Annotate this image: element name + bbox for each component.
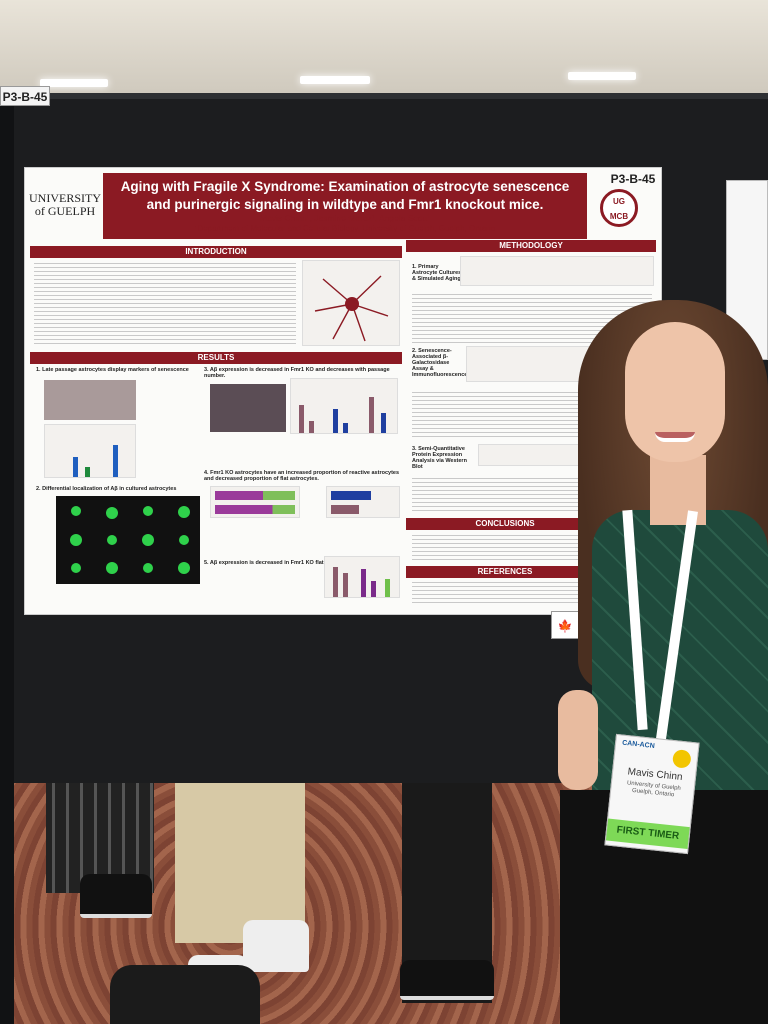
section-results: RESULTS <box>30 352 402 364</box>
results-panel-3-title: 3. Aβ expression is decreased in Fmr1 KO… <box>204 367 390 379</box>
bar-chart-figure <box>44 424 136 478</box>
poster-code: P3-B-45 <box>610 172 656 186</box>
section-references: REFERENCES <box>406 566 604 578</box>
backpack <box>110 965 260 1024</box>
astrocyte-icon <box>314 275 389 342</box>
method-1-diagram <box>460 256 654 286</box>
conclusions-text <box>412 533 602 563</box>
ceiling <box>0 0 768 95</box>
intro-text <box>34 261 296 347</box>
method-step-3: 3. Semi-Quantitative Protein Expression … <box>412 446 467 470</box>
maple-leaf-icon: 🍁 <box>551 611 579 639</box>
section-conclusions: CONCLUSIONS <box>406 518 604 530</box>
section-introduction: INTRODUCTION <box>30 246 402 258</box>
section-methodology: METHODOLOGY <box>406 240 656 252</box>
microscopy-figure <box>44 380 136 420</box>
name-badge: CAN-ACN Mavis Chinn University of Guelph… <box>604 733 700 855</box>
board-number-label: P3-B-45 <box>0 86 50 106</box>
sneaker <box>80 874 152 918</box>
shoe <box>243 920 309 972</box>
fluorescence-grid <box>56 496 200 584</box>
person-legs-khaki <box>175 783 305 943</box>
poster-authors: Mavis Chinn¹, Jasmine Moroz¹, Angela Sco… <box>259 213 431 223</box>
results-panel-5-title: 5. Aβ expression is decreased in Fmr1 KO… <box>204 560 355 566</box>
badge-sticker <box>671 749 692 769</box>
blot-quantification-chart <box>290 378 398 434</box>
badge-institution: University of Guelph Guelph, Ontario <box>626 780 682 799</box>
stacked-bar-chart <box>210 486 300 518</box>
title-band <box>103 173 587 239</box>
badge-org: CAN-ACN <box>621 739 656 750</box>
university-logo: UNIVERSITY of GUELPH <box>29 191 101 218</box>
western-blot-figure <box>210 384 286 432</box>
astrocyte-diagram <box>302 260 400 346</box>
method-step-2: 2. Senescence-Associated β-Galactosidase… <box>412 348 468 378</box>
ceiling-light <box>40 79 108 87</box>
horizontal-bar-chart <box>326 486 400 518</box>
results-panel-1-title: 1. Late passage astrocytes display marke… <box>36 367 189 373</box>
presenter-smile <box>655 432 695 442</box>
references-text <box>412 580 602 606</box>
presenter-arm <box>558 690 598 790</box>
flat-astrocyte-chart <box>324 556 400 598</box>
ceiling-light <box>300 76 370 84</box>
shoe <box>400 960 494 1000</box>
poster-affiliation: ¹Department of Molecular and Cellular Bi… <box>194 224 496 233</box>
method-step-1: 1. Primary Astrocyte Cultures & Simulate… <box>412 264 462 282</box>
results-panel-2-title: 2. Differential localization of Aβ in cu… <box>36 486 177 492</box>
poster-title: Aging with Fragile X Syndrome: Examinati… <box>120 179 570 212</box>
results-panel-4-title: 4. Fmr1 KO astrocytes have an increased … <box>204 470 400 482</box>
ceiling-light <box>568 72 636 80</box>
first-timer-ribbon: FIRST TIMER <box>605 818 690 850</box>
board-edge <box>0 93 14 1024</box>
lab-logo: UG MCB <box>600 189 638 227</box>
presenter-neck <box>650 455 706 525</box>
